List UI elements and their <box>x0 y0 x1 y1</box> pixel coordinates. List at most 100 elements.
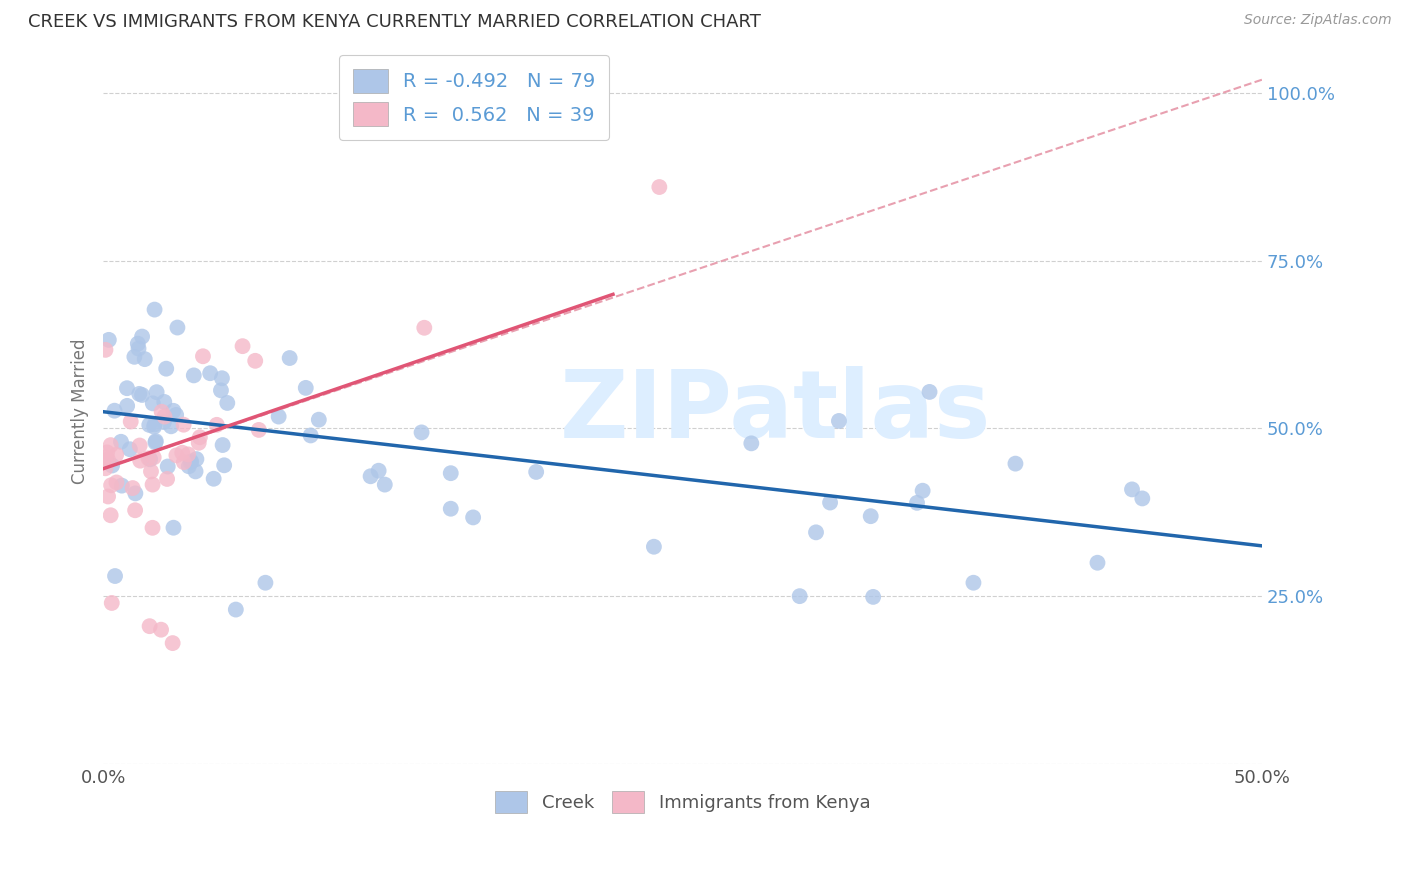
Point <box>100 596 122 610</box>
Point <box>202 472 225 486</box>
Point <box>177 459 200 474</box>
Point <box>134 352 156 367</box>
Point <box>177 447 200 461</box>
Point <box>918 384 941 399</box>
Point <box>121 481 143 495</box>
Point <box>209 384 232 398</box>
Text: ZIPatlas: ZIPatlas <box>560 366 991 458</box>
Point <box>308 412 330 426</box>
Point <box>155 361 177 376</box>
Point <box>162 636 184 650</box>
Point <box>143 419 166 434</box>
Point <box>198 366 221 380</box>
Point <box>463 510 485 524</box>
Point <box>374 477 396 491</box>
Point <box>905 496 928 510</box>
Point <box>124 503 146 517</box>
Point <box>103 403 125 417</box>
Point <box>153 395 176 409</box>
Point <box>205 417 228 432</box>
Point <box>173 455 195 469</box>
Point <box>245 353 267 368</box>
Point <box>828 414 851 428</box>
Point <box>124 350 146 364</box>
Point <box>96 445 118 459</box>
Point <box>211 371 233 385</box>
Point <box>142 396 165 410</box>
Point <box>294 381 316 395</box>
Point <box>188 430 211 444</box>
Point <box>643 540 665 554</box>
Point <box>124 486 146 500</box>
Point <box>131 388 153 402</box>
Point <box>254 575 277 590</box>
Point <box>1004 457 1026 471</box>
Point <box>100 508 122 523</box>
Point <box>105 475 128 490</box>
Point <box>180 454 202 468</box>
Point <box>145 434 167 449</box>
Point <box>128 438 150 452</box>
Point <box>128 342 150 356</box>
Point <box>217 396 239 410</box>
Point <box>367 464 389 478</box>
Point <box>191 349 214 363</box>
Point <box>740 436 762 450</box>
Point <box>180 455 202 469</box>
Point <box>143 417 166 432</box>
Point <box>247 423 270 437</box>
Point <box>862 590 884 604</box>
Point <box>141 521 163 535</box>
Point <box>110 434 132 449</box>
Point <box>818 495 841 509</box>
Point <box>360 469 382 483</box>
Point <box>411 425 433 440</box>
Point <box>105 448 128 462</box>
Point <box>211 438 233 452</box>
Text: CREEK VS IMMIGRANTS FROM KENYA CURRENTLY MARRIED CORRELATION CHART: CREEK VS IMMIGRANTS FROM KENYA CURRENTLY… <box>28 13 761 31</box>
Point <box>139 464 162 478</box>
Point <box>173 417 195 432</box>
Point <box>129 453 152 467</box>
Point <box>911 483 934 498</box>
Point <box>789 589 811 603</box>
Point <box>142 477 165 491</box>
Point <box>1130 491 1153 506</box>
Point <box>184 464 207 478</box>
Point <box>232 339 254 353</box>
Point <box>145 435 167 450</box>
Point <box>143 302 166 317</box>
Point <box>150 405 173 419</box>
Point <box>100 438 122 452</box>
Point <box>97 490 120 504</box>
Point <box>413 320 436 334</box>
Point <box>162 521 184 535</box>
Y-axis label: Currently Married: Currently Married <box>72 339 89 484</box>
Point <box>1087 556 1109 570</box>
Point <box>440 466 463 480</box>
Point <box>131 329 153 343</box>
Point <box>162 404 184 418</box>
Point <box>187 435 209 450</box>
Point <box>138 619 160 633</box>
Point <box>127 336 149 351</box>
Point <box>160 419 183 434</box>
Point <box>153 409 176 424</box>
Point <box>94 450 117 465</box>
Point <box>156 459 179 474</box>
Point <box>804 525 827 540</box>
Point <box>267 409 290 424</box>
Point <box>142 450 165 465</box>
Point <box>156 472 179 486</box>
Point <box>648 180 671 194</box>
Point <box>440 501 463 516</box>
Point <box>111 478 134 492</box>
Point <box>115 381 138 395</box>
Point <box>166 320 188 334</box>
Point <box>186 452 208 467</box>
Point <box>1121 483 1143 497</box>
Point <box>101 458 124 473</box>
Point <box>94 461 117 475</box>
Point <box>120 415 142 429</box>
Point <box>299 428 322 442</box>
